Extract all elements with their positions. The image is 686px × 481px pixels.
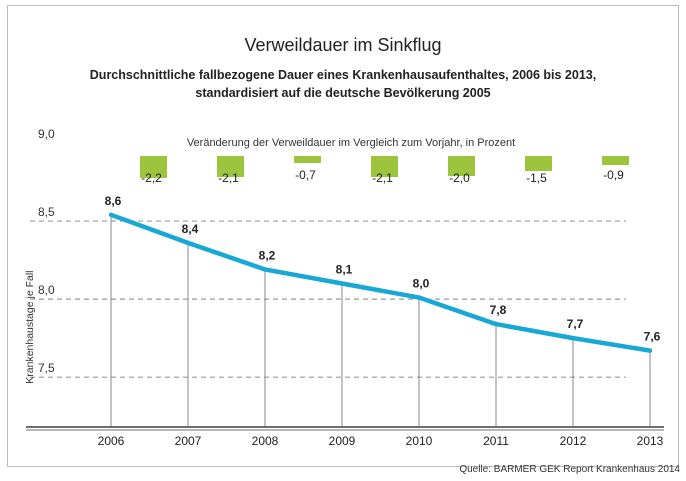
data-label: 7,6 xyxy=(644,330,661,344)
inset-bar xyxy=(140,156,167,178)
inset-bar-label: -0,7 xyxy=(295,168,316,182)
x-tick-label: 2010 xyxy=(406,434,433,448)
inset-bar-label: -2,1 xyxy=(218,171,239,185)
data-label: 8,4 xyxy=(182,222,199,236)
x-tick-label: 2008 xyxy=(252,434,279,448)
chart-subtitle-line: Durchschnittliche fallbezogene Dauer ein… xyxy=(90,68,596,82)
chart-frame: Verweildauer im Sinkflug Durchschnittlich… xyxy=(7,5,679,467)
data-series-line xyxy=(108,212,653,353)
x-tick-label: 2006 xyxy=(98,434,125,448)
y-tick-label: 8,0 xyxy=(38,283,55,297)
inset-bar-label: -2,2 xyxy=(141,171,162,185)
x-tick-label: 2011 xyxy=(483,434,509,448)
data-label: 8,6 xyxy=(105,194,122,208)
x-tick-label: 2013 xyxy=(637,434,664,448)
inset-bar xyxy=(602,156,629,165)
data-label: 8,2 xyxy=(259,248,276,262)
data-label: 7,7 xyxy=(567,317,584,331)
inset-bar-label: -2,1 xyxy=(372,171,393,185)
inset-bar xyxy=(448,156,475,176)
inset-bar-label: -2,0 xyxy=(449,171,470,185)
y-tick-label: 9,0 xyxy=(38,127,55,141)
inset-bar xyxy=(525,156,552,171)
chart-title: Verweildauer im Sinkflug xyxy=(244,35,441,55)
line-chart: Verweildauer im Sinkflug Durchschnittlich… xyxy=(24,35,664,448)
x-tick-label: 2009 xyxy=(329,434,356,448)
data-label: 8,0 xyxy=(413,277,430,291)
y-tick-label: 8,5 xyxy=(38,205,55,219)
x-tick-label: 2012 xyxy=(560,434,587,448)
inset-bar xyxy=(217,156,244,177)
x-tick-label: 2007 xyxy=(175,434,202,448)
y-axis-label: Krankenhaustage je Fall xyxy=(24,270,36,383)
inset-bar xyxy=(294,156,321,163)
inset-title: Veränderung der Verweildauer im Vergleic… xyxy=(187,137,515,149)
inset-bar-label: -0,9 xyxy=(603,168,624,182)
inset-bar xyxy=(371,156,398,177)
chart-subtitle-line: standardisiert auf die deutsche Bevölker… xyxy=(195,86,490,100)
source-note: Quelle: BARMER GEK Report Krankenhaus 20… xyxy=(459,464,680,475)
data-label: 8,1 xyxy=(336,263,353,277)
inset-bar-label: -1,5 xyxy=(526,171,547,185)
data-label: 7,8 xyxy=(490,303,507,317)
y-tick-label: 7,5 xyxy=(38,361,55,375)
